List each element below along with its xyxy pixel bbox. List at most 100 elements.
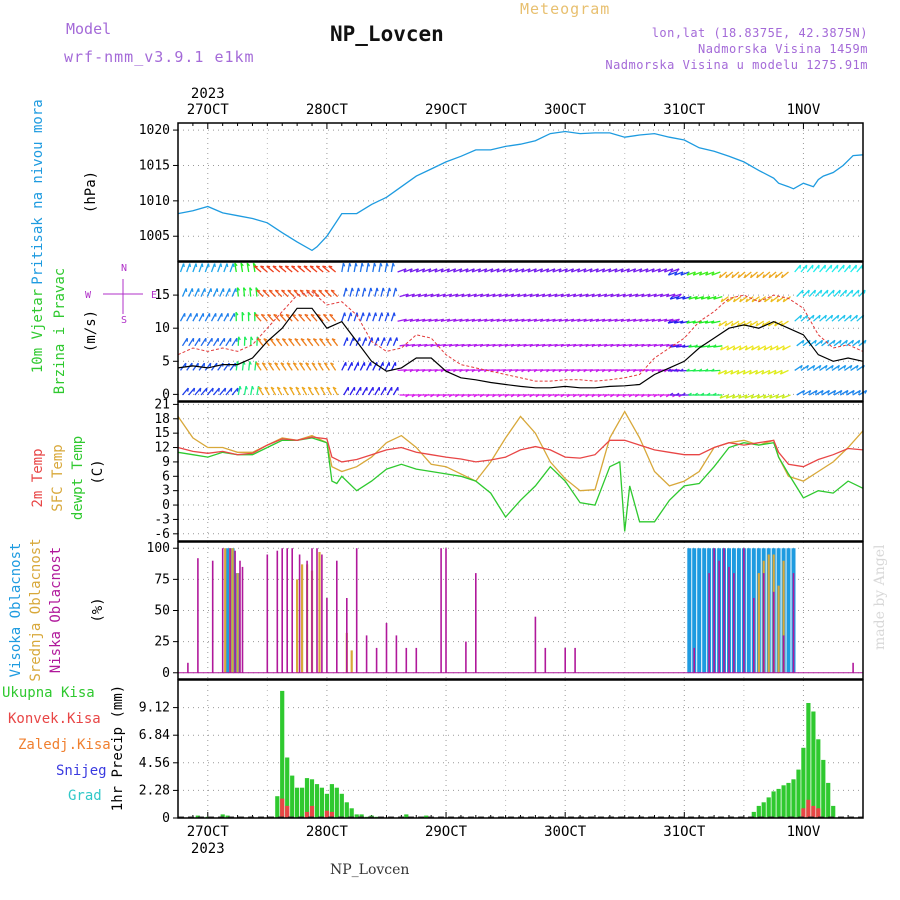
wind-arrow-head (736, 370, 740, 375)
wind-arrow-head (218, 387, 220, 392)
precip-conv-bar (324, 810, 329, 818)
wind-arrow (298, 362, 306, 371)
y-tick-label: 12 (154, 441, 170, 456)
wind-arrow (565, 318, 575, 322)
wind-arrow (505, 343, 515, 347)
wind-arrow-head (761, 322, 765, 327)
wind-arrow (280, 362, 287, 371)
wind-arrow-head (362, 312, 365, 317)
wind-arrow-head (799, 315, 803, 319)
wind-arrow-head (403, 268, 407, 273)
wind-arrow (331, 338, 339, 347)
wind-arrow (589, 318, 599, 322)
wind-arrow (602, 318, 612, 322)
wind-arrow (725, 394, 735, 399)
wind-arrow (751, 345, 760, 351)
wind-arrow (293, 289, 301, 298)
wind-arrow (341, 362, 347, 371)
wind-arrow-head (282, 338, 286, 341)
wind-arrow (347, 312, 352, 322)
wind-arrow-head (246, 262, 250, 267)
wind-arrow (802, 389, 812, 396)
wind-arrow-head (251, 385, 255, 390)
wind-arrow (198, 263, 203, 273)
wind-arrow-head (314, 386, 318, 390)
pressure-ylabel: Pritisak na nivou mora (30, 99, 46, 284)
wind-arrow (260, 265, 268, 273)
wind-arrow (521, 318, 531, 322)
wind-arrow-head (673, 320, 678, 324)
wind-arrow-head (725, 394, 729, 399)
wind-arrow (585, 293, 595, 298)
wind-arrow (295, 386, 301, 396)
wind-arrow (796, 389, 805, 396)
wind-arrow-head (320, 386, 325, 390)
wind-arrow-head (252, 262, 257, 267)
wind-arrow (181, 288, 187, 297)
wind-arrow (808, 289, 816, 298)
wind-arrow-head (738, 346, 742, 351)
wind-arrow (821, 339, 830, 347)
wind-arrow-head (297, 265, 302, 268)
wind-arrow-head (805, 315, 809, 319)
wind-arrow (474, 343, 484, 347)
wind-arrow-head (763, 346, 767, 351)
wind-arrow (490, 268, 500, 273)
wind-arrow (622, 343, 632, 347)
wind-arrow (794, 314, 802, 322)
wind-arrow (699, 271, 709, 276)
wind-arrow-head (272, 265, 277, 268)
wind-arrow (186, 263, 191, 273)
wind-arrow (225, 288, 231, 297)
wind-arrow (255, 287, 258, 297)
y-tick-label: 0 (162, 811, 170, 826)
wind-arrow (782, 345, 791, 351)
wind-arrow-head (235, 311, 239, 316)
precip-total-bar (304, 778, 310, 818)
wind-arrow (812, 264, 820, 273)
precip-total-bar (776, 788, 781, 818)
wind-arrow-head (812, 315, 815, 319)
y-tick-label: 6 (162, 469, 170, 484)
wind-arrow (844, 364, 853, 371)
wind-arrow (272, 265, 281, 273)
bottom-year-label: 2023 (191, 841, 225, 857)
wind-arrow-head (409, 268, 413, 273)
wind-arrow (206, 288, 212, 297)
wind-arrow (595, 268, 605, 273)
wind-arrow-head (688, 296, 692, 300)
wind-arrow (750, 394, 760, 399)
wind-arrow (837, 314, 846, 322)
wind-arrow (223, 312, 229, 322)
wind-arrow-head (273, 313, 278, 317)
wind-arrow-head (195, 263, 198, 268)
wind-arrow (743, 271, 752, 279)
wind-arrow (604, 343, 614, 347)
wind-arrow (845, 289, 854, 298)
wind-arrow (542, 343, 552, 347)
y-tick-label: 1015 (139, 158, 170, 173)
wind-arrow (292, 362, 299, 371)
wind-arrow-head (299, 289, 304, 292)
wind-arrow (540, 318, 550, 322)
wind-arrow (827, 389, 836, 396)
wind-arrow-head (381, 312, 384, 317)
wind-arrow-head (851, 340, 855, 344)
wind-arrow (794, 264, 801, 273)
wind-arrow (750, 271, 758, 279)
wind-arrow (405, 293, 415, 298)
wind-arrow-head (332, 386, 337, 390)
wind-arrow-head (836, 314, 840, 319)
wind-arrow-head (279, 313, 284, 317)
wind-arrow (447, 268, 456, 273)
wind-arrow-head (293, 289, 298, 292)
wind-arrow (219, 387, 226, 396)
wind-arrow (769, 345, 779, 351)
precip-hail-legend: Grad (68, 788, 102, 804)
wind-arrow (577, 268, 587, 273)
wind-arrow-head (670, 268, 674, 273)
wind-arrow (449, 343, 459, 347)
wind-arrow-head (247, 311, 251, 316)
wind-arrow (234, 262, 237, 273)
wind-arrow (651, 268, 661, 273)
